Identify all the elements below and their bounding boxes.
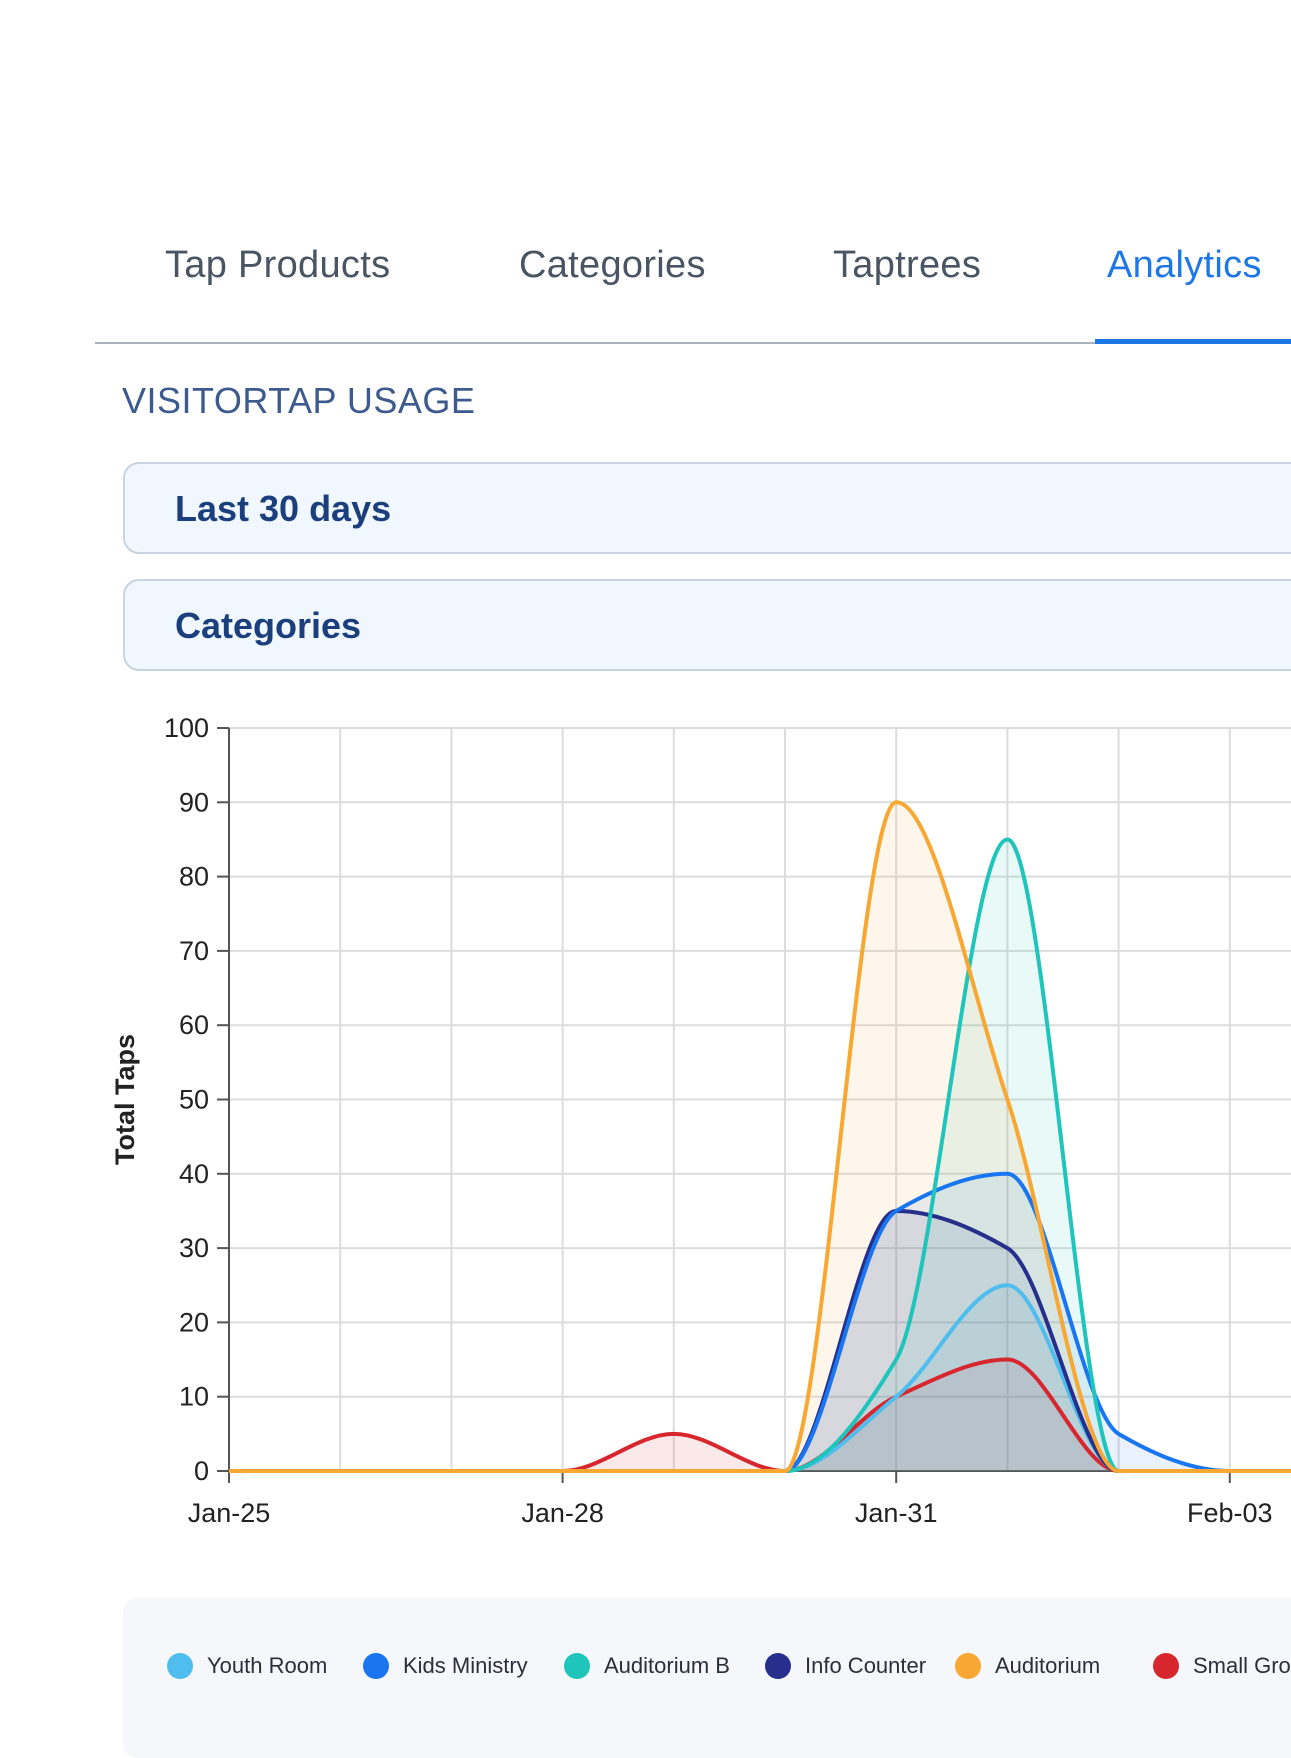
y-tick-label: 70 bbox=[179, 936, 209, 966]
legend-item-info-counter[interactable]: Info Counter bbox=[765, 1650, 926, 1682]
x-tick-label: Jan-25 bbox=[188, 1498, 271, 1528]
area-small-gro bbox=[229, 1359, 1291, 1471]
grouping-select[interactable]: Categories bbox=[123, 579, 1291, 671]
y-tick-label: 50 bbox=[179, 1085, 209, 1115]
y-tick-label: 60 bbox=[179, 1010, 209, 1040]
legend-item-youth-room[interactable]: Youth Room bbox=[167, 1650, 327, 1682]
y-tick-label: 100 bbox=[164, 713, 209, 743]
active-tab-indicator bbox=[1095, 339, 1291, 344]
legend-item-small-gro[interactable]: Small Gro bbox=[1153, 1650, 1291, 1682]
x-tick-label: Feb-03 bbox=[1187, 1498, 1273, 1528]
chart-legend: Youth Room Kids Ministry Auditorium B Info … bbox=[123, 1598, 1291, 1758]
y-tick-label: 30 bbox=[179, 1233, 209, 1263]
line-auditorium-b bbox=[229, 837, 1291, 1473]
area-youth-room bbox=[229, 1285, 1291, 1471]
usage-chart: 0 10 20 30 40 50 60 70 80 90 100 Jan-25 Jan-28 Jan-31… bbox=[110, 713, 1291, 1528]
legend-dot bbox=[167, 1653, 193, 1679]
area-auditorium bbox=[229, 802, 1291, 1471]
y-tick-label: 80 bbox=[179, 862, 209, 892]
y-tick-label: 20 bbox=[179, 1307, 209, 1337]
tab-bar: Tap Products Categories Taptrees Analyti… bbox=[95, 200, 1291, 344]
date-range-value: Last 30 days bbox=[175, 488, 392, 529]
legend-label: Kids Ministry bbox=[403, 1653, 528, 1678]
tab-analytics[interactable]: Analytics bbox=[1107, 244, 1262, 286]
section-title: VISITORTAP USAGE bbox=[122, 380, 476, 421]
y-tick-label: 10 bbox=[179, 1382, 209, 1412]
date-range-select[interactable]: Last 30 days bbox=[123, 462, 1291, 554]
legend-dot bbox=[765, 1653, 791, 1679]
legend-dot bbox=[1153, 1653, 1179, 1679]
legend-label: Auditorium B bbox=[604, 1653, 730, 1678]
area-kids-ministry bbox=[229, 1173, 1291, 1471]
area-auditorium-b bbox=[229, 839, 1291, 1471]
legend-dot bbox=[363, 1653, 389, 1679]
area-info-counter bbox=[229, 1210, 1291, 1471]
y-axis-label: Total Taps bbox=[110, 1034, 140, 1165]
y-tick-label: 0 bbox=[194, 1456, 209, 1486]
legend-label: Auditorium bbox=[995, 1653, 1101, 1678]
legend-item-auditorium[interactable]: Auditorium bbox=[955, 1650, 1100, 1682]
legend-dot bbox=[564, 1653, 590, 1679]
x-tick-label: Jan-31 bbox=[855, 1498, 938, 1528]
line-auditorium bbox=[229, 800, 1291, 1473]
legend-label: Youth Room bbox=[207, 1653, 328, 1678]
legend-item-auditorium-b[interactable]: Auditorium B bbox=[564, 1650, 730, 1682]
x-tick-label: Jan-28 bbox=[521, 1498, 604, 1528]
y-tick-label: 40 bbox=[179, 1159, 209, 1189]
legend-dot bbox=[955, 1653, 981, 1679]
tab-tap-products[interactable]: Tap Products bbox=[165, 244, 391, 286]
grouping-value: Categories bbox=[175, 605, 362, 646]
tab-categories[interactable]: Categories bbox=[519, 244, 706, 286]
y-tick-label: 90 bbox=[179, 787, 209, 817]
legend-label: Small Gro bbox=[1193, 1653, 1291, 1678]
legend-item-kids-ministry[interactable]: Kids Ministry bbox=[363, 1650, 528, 1682]
tab-taptrees[interactable]: Taptrees bbox=[833, 244, 982, 286]
line-info-counter bbox=[229, 1208, 1291, 1473]
legend-label: Info Counter bbox=[805, 1653, 927, 1678]
